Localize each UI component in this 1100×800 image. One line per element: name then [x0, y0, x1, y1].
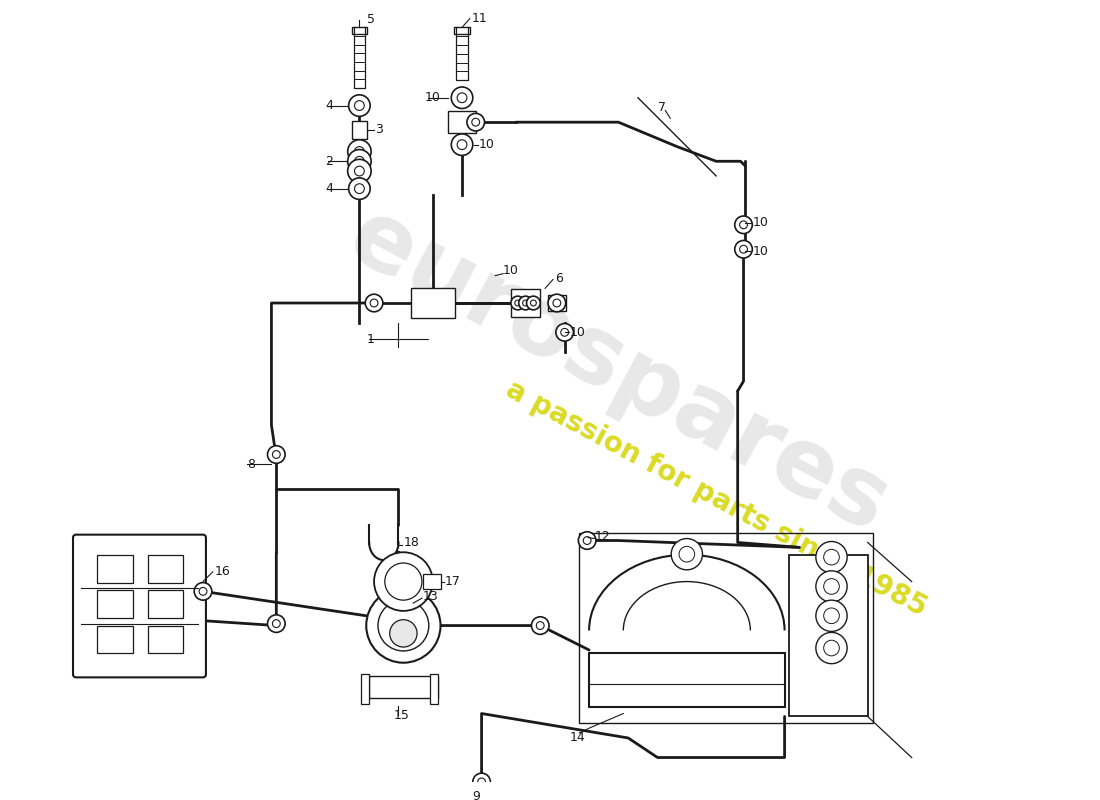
Text: 9: 9 [472, 790, 480, 800]
Circle shape [451, 134, 473, 155]
Bar [98, 626, 133, 653]
Text: 4: 4 [326, 99, 333, 112]
Circle shape [267, 615, 285, 633]
Text: 1: 1 [366, 333, 374, 346]
Circle shape [816, 600, 847, 631]
Circle shape [510, 296, 525, 310]
Text: 4: 4 [326, 182, 333, 195]
Text: 10: 10 [570, 326, 585, 339]
Circle shape [349, 178, 371, 199]
Text: 14: 14 [570, 731, 585, 745]
Circle shape [816, 633, 847, 664]
Circle shape [579, 532, 596, 550]
Text: 6: 6 [554, 272, 563, 285]
Text: 8: 8 [248, 458, 255, 470]
Bar [430, 674, 438, 704]
Circle shape [348, 140, 371, 163]
Text: 10: 10 [478, 138, 495, 151]
Bar [370, 676, 438, 698]
Bar [352, 122, 367, 138]
Bar [98, 590, 133, 618]
Bar [790, 555, 868, 717]
Circle shape [374, 552, 432, 611]
Bar [148, 590, 184, 618]
Circle shape [527, 296, 540, 310]
Text: 10: 10 [503, 264, 519, 278]
Text: 16: 16 [214, 566, 231, 578]
Circle shape [348, 150, 371, 173]
Bar [510, 290, 540, 317]
Circle shape [473, 773, 491, 790]
Text: 10: 10 [752, 245, 768, 258]
Circle shape [816, 571, 847, 602]
Bar [590, 653, 784, 706]
Circle shape [671, 538, 703, 570]
Bar [548, 295, 565, 311]
Text: 2: 2 [326, 154, 333, 168]
Circle shape [451, 87, 473, 109]
Text: 12: 12 [595, 530, 610, 543]
Circle shape [735, 216, 752, 234]
Circle shape [267, 446, 285, 463]
Bar [352, 27, 367, 34]
FancyBboxPatch shape [73, 534, 206, 678]
Text: 10: 10 [425, 91, 441, 104]
Circle shape [519, 296, 532, 310]
Circle shape [816, 542, 847, 573]
Bar [148, 626, 184, 653]
Circle shape [548, 294, 565, 312]
Text: eurospares: eurospares [333, 190, 904, 552]
Text: 3: 3 [375, 123, 383, 137]
Text: a passion for parts since 1985: a passion for parts since 1985 [500, 375, 932, 622]
Bar [410, 288, 454, 318]
Text: 13: 13 [422, 590, 439, 602]
Circle shape [531, 617, 549, 634]
Text: 7: 7 [658, 101, 666, 114]
Text: 15: 15 [394, 709, 409, 722]
Bar [449, 111, 475, 133]
Bar [422, 574, 440, 590]
Text: 5: 5 [367, 13, 375, 26]
Text: 18: 18 [404, 536, 419, 549]
Bar [148, 555, 184, 582]
Bar [98, 555, 133, 582]
Text: 11: 11 [472, 12, 487, 25]
Circle shape [389, 620, 417, 647]
Circle shape [365, 294, 383, 312]
Circle shape [366, 589, 440, 662]
Circle shape [735, 241, 752, 258]
Circle shape [466, 114, 484, 131]
Bar [580, 533, 872, 723]
Circle shape [349, 95, 371, 116]
Circle shape [348, 159, 371, 182]
Bar [362, 674, 370, 704]
Text: 10: 10 [752, 216, 768, 230]
Circle shape [195, 582, 212, 600]
Bar [454, 27, 470, 34]
Text: 17: 17 [444, 575, 460, 588]
Circle shape [556, 323, 573, 341]
